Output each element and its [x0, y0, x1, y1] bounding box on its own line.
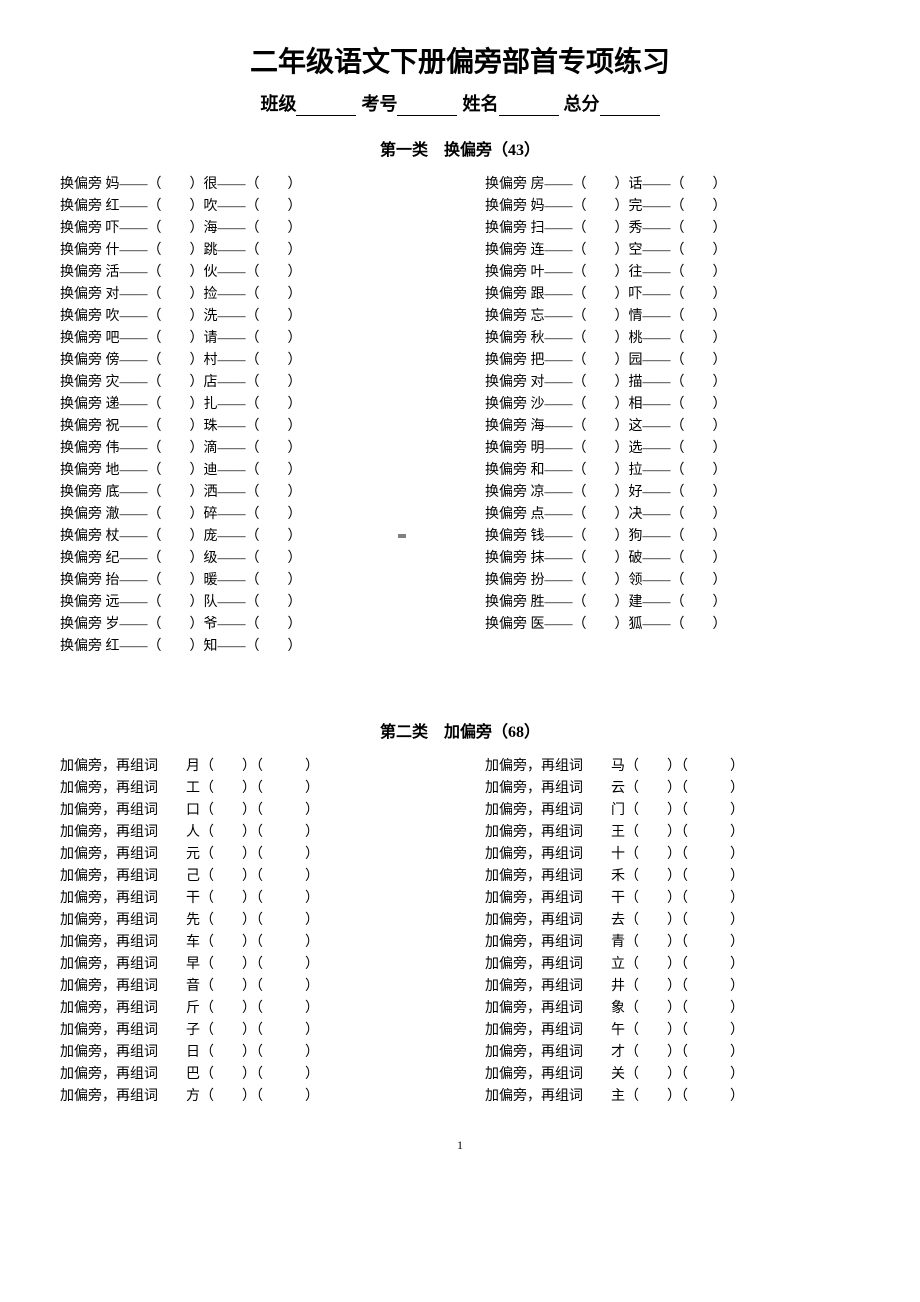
exercise-row: 加偏旁，再组词 月（ ）（ ） [60, 756, 435, 778]
exercise-row: 换偏旁 伟——（ ）滴——（ ） [60, 438, 435, 460]
exercise-row: 加偏旁，再组词 去（ ）（ ） [485, 910, 860, 932]
exercise-row: 加偏旁，再组词 才（ ）（ ） [485, 1042, 860, 1064]
exercise-row: 换偏旁 沙——（ ）相——（ ） [485, 394, 860, 416]
page-marker [398, 534, 406, 538]
section2-columns: 加偏旁，再组词 月（ ）（ ）加偏旁，再组词 工（ ）（ ）加偏旁，再组词 口（… [60, 756, 860, 1108]
exercise-row: 换偏旁 红——（ ）吹——（ ） [60, 196, 435, 218]
exercise-row: 加偏旁，再组词 午（ ）（ ） [485, 1020, 860, 1042]
exercise-row: 换偏旁 底——（ ）洒——（ ） [60, 482, 435, 504]
exercise-row: 换偏旁 海——（ ）这——（ ） [485, 416, 860, 438]
section2-heading: 第二类 加偏旁（68） [60, 718, 860, 742]
exercise-row: 加偏旁，再组词 马（ ）（ ） [485, 756, 860, 778]
exercise-row: 换偏旁 胜——（ ）建——（ ） [485, 592, 860, 614]
exercise-row: 加偏旁，再组词 车（ ）（ ） [60, 932, 435, 954]
exercise-row: 换偏旁 吓——（ ）海——（ ） [60, 218, 435, 240]
page-number: 1 [60, 1138, 860, 1153]
exercise-row: 换偏旁 澈——（ ）碎——（ ） [60, 504, 435, 526]
exercise-row: 加偏旁，再组词 元（ ）（ ） [60, 844, 435, 866]
info-line: 班级 考号 姓名 总分 [60, 90, 860, 116]
exercise-row: 换偏旁 红——（ ）知——（ ） [60, 636, 435, 658]
exercise-row: 换偏旁 岁——（ ）爷——（ ） [60, 614, 435, 636]
exercise-row: 换偏旁 房——（ ）话——（ ） [485, 174, 860, 196]
exercise-row: 加偏旁，再组词 先（ ）（ ） [60, 910, 435, 932]
exercise-row: 加偏旁，再组词 干（ ）（ ） [60, 888, 435, 910]
exercise-row: 加偏旁，再组词 象（ ）（ ） [485, 998, 860, 1020]
exercise-row: 换偏旁 妈——（ ）很——（ ） [60, 174, 435, 196]
exercise-row: 换偏旁 活——（ ）伙——（ ） [60, 262, 435, 284]
exercise-row: 加偏旁，再组词 禾（ ）（ ） [485, 866, 860, 888]
exam-label: 考号 [361, 94, 397, 114]
exercise-row: 换偏旁 跟——（ ）吓——（ ） [485, 284, 860, 306]
exercise-row: 换偏旁 扮——（ ）领——（ ） [485, 570, 860, 592]
exercise-row: 换偏旁 远——（ ）队——（ ） [60, 592, 435, 614]
exercise-row: 加偏旁，再组词 子（ ）（ ） [60, 1020, 435, 1042]
exercise-row: 换偏旁 傍——（ ）村——（ ） [60, 350, 435, 372]
exercise-row: 换偏旁 递——（ ）扎——（ ） [60, 394, 435, 416]
exercise-row: 换偏旁 扫——（ ）秀——（ ） [485, 218, 860, 240]
exercise-row: 加偏旁，再组词 主（ ）（ ） [485, 1086, 860, 1108]
exercise-row: 换偏旁 灾——（ ）店——（ ） [60, 372, 435, 394]
exercise-row: 换偏旁 纪——（ ）级——（ ） [60, 548, 435, 570]
exercise-row: 加偏旁，再组词 井（ ）（ ） [485, 976, 860, 998]
exercise-row: 加偏旁，再组词 云（ ）（ ） [485, 778, 860, 800]
exam-blank [397, 97, 457, 116]
exercise-row: 换偏旁 明——（ ）选——（ ） [485, 438, 860, 460]
exercise-row: 换偏旁 把——（ ）园——（ ） [485, 350, 860, 372]
exercise-row: 加偏旁，再组词 干（ ）（ ） [485, 888, 860, 910]
exercise-row: 换偏旁 什——（ ）跳——（ ） [60, 240, 435, 262]
exercise-row: 换偏旁 对——（ ）描——（ ） [485, 372, 860, 394]
exercise-row: 加偏旁，再组词 王（ ）（ ） [485, 822, 860, 844]
name-label: 姓名 [463, 94, 499, 114]
exercise-row: 换偏旁 吧——（ ）请——（ ） [60, 328, 435, 350]
exercise-row: 加偏旁，再组词 己（ ）（ ） [60, 866, 435, 888]
exercise-row: 加偏旁，再组词 人（ ）（ ） [60, 822, 435, 844]
exercise-row: 加偏旁，再组词 音（ ）（ ） [60, 976, 435, 998]
section1-left-col: 换偏旁 妈——（ ）很——（ ）换偏旁 红——（ ）吹——（ ）换偏旁 吓——（… [60, 174, 435, 658]
section1-right-col: 换偏旁 房——（ ）话——（ ）换偏旁 妈——（ ）完——（ ）换偏旁 扫——（… [485, 174, 860, 658]
exercise-row: 换偏旁 吹——（ ）洗——（ ） [60, 306, 435, 328]
exercise-row: 换偏旁 祝——（ ）珠——（ ） [60, 416, 435, 438]
exercise-row: 加偏旁，再组词 方（ ）（ ） [60, 1086, 435, 1108]
exercise-row: 换偏旁 妈——（ ）完——（ ） [485, 196, 860, 218]
section1-heading: 第一类 换偏旁（43） [60, 136, 860, 160]
section2-left-col: 加偏旁，再组词 月（ ）（ ）加偏旁，再组词 工（ ）（ ）加偏旁，再组词 口（… [60, 756, 435, 1108]
exercise-row: 换偏旁 钱——（ ）狗——（ ） [485, 526, 860, 548]
exercise-row: 加偏旁，再组词 关（ ）（ ） [485, 1064, 860, 1086]
exercise-row: 换偏旁 点——（ ）决——（ ） [485, 504, 860, 526]
exercise-row: 加偏旁，再组词 门（ ）（ ） [485, 800, 860, 822]
total-label: 总分 [564, 94, 600, 114]
exercise-row: 换偏旁 连——（ ）空——（ ） [485, 240, 860, 262]
exercise-row: 加偏旁，再组词 斤（ ）（ ） [60, 998, 435, 1020]
exercise-row: 换偏旁 医——（ ）狐——（ ） [485, 614, 860, 636]
exercise-row: 换偏旁 抹——（ ）破——（ ） [485, 548, 860, 570]
exercise-row: 加偏旁，再组词 十（ ）（ ） [485, 844, 860, 866]
exercise-row: 加偏旁，再组词 口（ ）（ ） [60, 800, 435, 822]
exercise-row: 换偏旁 秋——（ ）桃——（ ） [485, 328, 860, 350]
exercise-row: 加偏旁，再组词 青（ ）（ ） [485, 932, 860, 954]
exercise-row: 换偏旁 和——（ ）拉——（ ） [485, 460, 860, 482]
exercise-row: 换偏旁 抬——（ ）暖——（ ） [60, 570, 435, 592]
total-blank [600, 97, 660, 116]
class-label: 班级 [260, 94, 296, 114]
exercise-row: 加偏旁，再组词 巴（ ）（ ） [60, 1064, 435, 1086]
exercise-row: 加偏旁，再组词 日（ ）（ ） [60, 1042, 435, 1064]
exercise-row: 换偏旁 对——（ ）捡——（ ） [60, 284, 435, 306]
exercise-row: 换偏旁 忘——（ ）情——（ ） [485, 306, 860, 328]
exercise-row: 加偏旁，再组词 早（ ）（ ） [60, 954, 435, 976]
exercise-row: 换偏旁 杖——（ ）庞——（ ） [60, 526, 435, 548]
class-blank [296, 97, 356, 116]
section2-right-col: 加偏旁，再组词 马（ ）（ ）加偏旁，再组词 云（ ）（ ）加偏旁，再组词 门（… [485, 756, 860, 1108]
exercise-row: 加偏旁，再组词 立（ ）（ ） [485, 954, 860, 976]
section1-columns: 换偏旁 妈——（ ）很——（ ）换偏旁 红——（ ）吹——（ ）换偏旁 吓——（… [60, 174, 860, 658]
exercise-row: 换偏旁 叶——（ ）往——（ ） [485, 262, 860, 284]
exercise-row: 换偏旁 凉——（ ）好——（ ） [485, 482, 860, 504]
exercise-row: 换偏旁 地——（ ）迪——（ ） [60, 460, 435, 482]
page-title: 二年级语文下册偏旁部首专项练习 [60, 40, 860, 80]
exercise-row: 加偏旁，再组词 工（ ）（ ） [60, 778, 435, 800]
name-blank [499, 97, 559, 116]
